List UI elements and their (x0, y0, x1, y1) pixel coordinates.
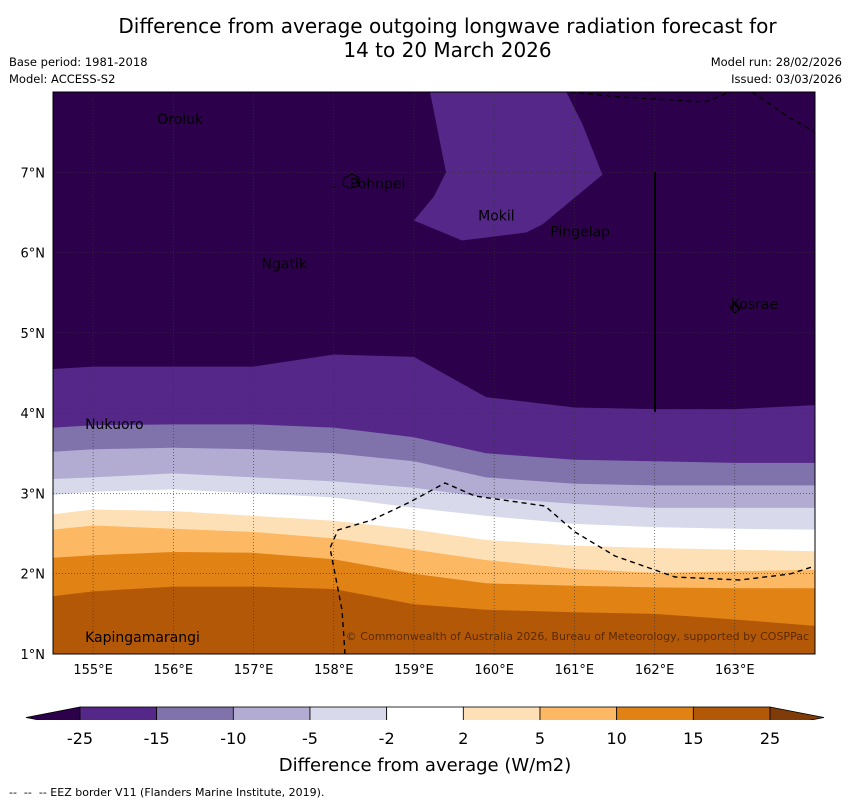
colorbar-segment (386, 706, 464, 720)
place-label-oroluk: Oroluk (157, 112, 204, 128)
colorbar-label: -15 (143, 729, 170, 748)
lon-tick-label: 161°E (555, 663, 595, 678)
colorbar-label: -10 (220, 729, 247, 748)
grid-lines (53, 92, 815, 654)
map-frame (52, 91, 816, 655)
map-title: Difference from average outgoing longwav… (0, 14, 850, 62)
colorbar-label: 15 (683, 729, 704, 748)
issued-date: Issued: 03/03/2026 (731, 72, 842, 86)
lat-tick-label: 3°N (21, 487, 46, 502)
axis-ticks: 155°E 156°E 157°E 158°E 159°E 160°E 161°E 162°E… (21, 166, 755, 678)
anomaly-bands (53, 92, 815, 654)
colorbar-segment (156, 706, 234, 720)
lon-tick-label: 162°E (635, 663, 675, 678)
meta-left: Base period: 1981-2018 Model: ACCESS-S2 (9, 54, 148, 88)
place-label-pohnpei: Pohnpei (350, 176, 406, 192)
lon-tick-label: 155°E (73, 663, 113, 678)
colorbar-min-arrow (25, 706, 81, 720)
copyright-notice: © Commonwealth of Australia 2026, Bureau… (346, 630, 809, 643)
colorbar-label: -5 (302, 729, 318, 748)
eez-border-south (329, 482, 815, 654)
lon-tick-label: 157°E (234, 663, 274, 678)
title-line-2: 14 to 20 March 2026 (343, 38, 552, 62)
colorbar-label: 5 (534, 729, 546, 748)
meta-right: Model run: 28/02/2026 Issued: 03/03/2026 (711, 54, 842, 88)
colorbar-segment (616, 706, 694, 720)
colorbar-title: Difference from average (W/m2) (278, 755, 572, 776)
lat-tick-label: 5°N (21, 327, 46, 342)
colorbar (25, 706, 825, 720)
place-label-kosrae: Kosrae (731, 297, 778, 313)
lon-tick-label: 163°E (715, 663, 755, 678)
pohnpei-island-shape (342, 173, 360, 189)
band-level-15 (53, 586, 815, 654)
anomaly-patch (413, 92, 603, 241)
lat-tick-label: 2°N (21, 568, 46, 583)
colorbar-segment (232, 706, 311, 720)
colorbar-max-arrow (769, 706, 825, 720)
colorbar-segment (79, 706, 158, 720)
lat-tick-label: 7°N (21, 166, 46, 181)
colorbar-label: 2 (458, 729, 469, 748)
place-label-nukuoro: Nukuoro (85, 417, 143, 433)
place-label-pingelap: Pingelap (550, 225, 610, 241)
colorbar-segment (692, 706, 771, 720)
colorbar-label: 10 (606, 729, 627, 748)
eez-border-northeast (751, 92, 815, 133)
eez-footnote: -- -- -- EEZ border V11 (Flanders Marine… (9, 786, 325, 799)
colorbar-label: 25 (759, 729, 781, 748)
place-label-kapingamarangi: Kapingamarangi (85, 630, 200, 646)
place-labels: Oroluk Pohnpei Mokil Pingelap Ngatik Kosrae Nu… (85, 112, 778, 646)
colorbar-label: -2 (378, 729, 395, 748)
colorbar-segment (462, 706, 541, 720)
colorbar-segment (309, 706, 388, 720)
base-period: Base period: 1981-2018 (9, 55, 148, 69)
model-name: Model: ACCESS-S2 (9, 72, 116, 86)
ngatik-marker (332, 185, 336, 189)
place-label-mokil: Mokil (478, 208, 515, 224)
title-line-1: Difference from average outgoing longwav… (118, 14, 777, 38)
eez-borders (329, 92, 815, 654)
islands (332, 173, 741, 314)
model-run: Model run: 28/02/2026 (710, 55, 842, 69)
lon-tick-label: 158°E (314, 663, 354, 678)
colorbar-label: -25 (66, 729, 94, 748)
lon-tick-label: 160°E (474, 663, 514, 678)
lon-tick-label: 159°E (394, 663, 434, 678)
lon-tick-label: 156°E (154, 663, 194, 678)
lat-tick-label: 1°N (21, 648, 46, 663)
kosrae-island-shape (729, 302, 741, 314)
lat-tick-label: 4°N (21, 407, 46, 422)
forecast-map: Oroluk Pohnpei Mokil Pingelap Ngatik Kosrae Nu… (21, 91, 825, 720)
lat-tick-label: 6°N (21, 247, 46, 262)
place-label-ngatik: Ngatik (262, 257, 308, 273)
colorbar-segment (539, 706, 618, 720)
eez-border-north (569, 92, 731, 103)
